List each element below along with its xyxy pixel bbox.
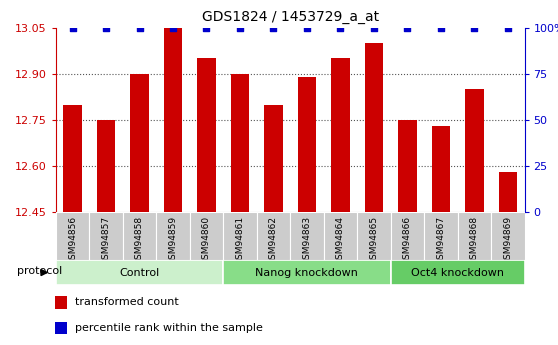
Bar [432, 126, 450, 212]
Text: GSM94860: GSM94860 [202, 216, 211, 265]
Text: GSM94867: GSM94867 [436, 216, 445, 265]
Bar [357, 212, 391, 260]
Bar [164, 28, 182, 212]
Text: GSM94869: GSM94869 [503, 216, 512, 265]
Text: Control: Control [119, 268, 160, 277]
Point [336, 25, 345, 30]
Text: GSM94856: GSM94856 [68, 216, 77, 265]
Point [68, 25, 77, 30]
Bar [223, 212, 257, 260]
Bar [55, 322, 68, 334]
Bar [331, 58, 349, 212]
Bar [424, 212, 458, 260]
Text: Nanog knockdown: Nanog knockdown [256, 268, 358, 277]
Point [169, 25, 177, 30]
Bar [264, 105, 282, 212]
Text: GSM94862: GSM94862 [269, 216, 278, 265]
Bar [491, 212, 525, 260]
Text: GSM94863: GSM94863 [302, 216, 311, 265]
Bar [156, 212, 190, 260]
Bar [97, 120, 116, 212]
Bar [56, 260, 223, 285]
Text: transformed count: transformed count [75, 297, 179, 307]
Bar [190, 212, 223, 260]
Bar [391, 212, 424, 260]
Bar [398, 120, 416, 212]
Bar [131, 74, 148, 212]
Point [202, 25, 211, 30]
Text: GSM94857: GSM94857 [102, 216, 110, 265]
Bar [123, 212, 156, 260]
Bar [231, 74, 249, 212]
Text: GSM94861: GSM94861 [235, 216, 244, 265]
Bar [324, 212, 357, 260]
Point [235, 25, 244, 30]
Point [135, 25, 144, 30]
Point [369, 25, 378, 30]
Point [503, 25, 512, 30]
Point [436, 25, 445, 30]
Bar [458, 212, 491, 260]
Text: Oct4 knockdown: Oct4 knockdown [411, 268, 504, 277]
Text: protocol: protocol [17, 266, 62, 276]
Point [302, 25, 311, 30]
Bar [257, 212, 290, 260]
Bar [64, 105, 82, 212]
Text: GSM94868: GSM94868 [470, 216, 479, 265]
Bar [391, 260, 525, 285]
Bar [56, 212, 89, 260]
Text: percentile rank within the sample: percentile rank within the sample [75, 323, 263, 333]
Bar [198, 58, 215, 212]
Point [470, 25, 479, 30]
Point [102, 25, 110, 30]
Text: GSM94864: GSM94864 [336, 216, 345, 265]
Bar [465, 89, 483, 212]
Bar [365, 43, 383, 212]
Bar [298, 77, 316, 212]
Text: GSM94866: GSM94866 [403, 216, 412, 265]
Point [269, 25, 278, 30]
Bar [499, 172, 517, 212]
Text: GSM94859: GSM94859 [169, 216, 177, 265]
Text: GSM94865: GSM94865 [369, 216, 378, 265]
Bar [89, 212, 123, 260]
Bar [223, 260, 391, 285]
Bar [55, 296, 68, 309]
Title: GDS1824 / 1453729_a_at: GDS1824 / 1453729_a_at [201, 10, 379, 24]
Point [403, 25, 412, 30]
Bar [290, 212, 324, 260]
Text: GSM94858: GSM94858 [135, 216, 144, 265]
